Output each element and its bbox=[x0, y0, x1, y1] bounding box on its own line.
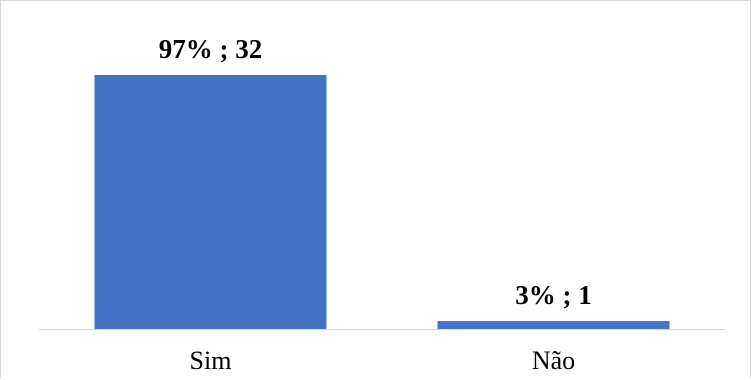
labels-layer: 97% ; 32 Sim 3% ; 1 Não bbox=[159, 34, 592, 375]
data-label-sim: 97% ; 32 bbox=[159, 34, 263, 64]
category-label-sim: Sim bbox=[190, 346, 232, 375]
bars-layer bbox=[94, 75, 670, 329]
bar-sim bbox=[94, 75, 327, 329]
bar-nao bbox=[437, 321, 670, 329]
category-label-nao: Não bbox=[532, 346, 575, 375]
data-label-nao: 3% ; 1 bbox=[515, 280, 592, 310]
